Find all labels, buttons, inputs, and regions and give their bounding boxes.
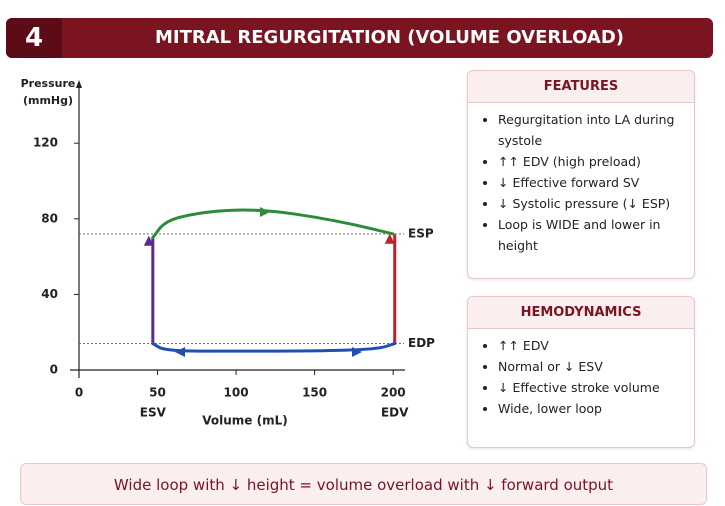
- hemodynamics-list: ↑↑ EDVNormal or ↓ ESV↓ Effective stroke …: [468, 335, 694, 419]
- section-number: 4: [6, 18, 62, 58]
- x-tick-label: 100: [224, 386, 249, 400]
- panel-title: FEATURES: [468, 71, 694, 103]
- direction-arrow: [143, 235, 154, 246]
- y-tick-label: 80: [41, 211, 58, 225]
- page-title: MITRAL REGURGITATION (VOLUME OVERLOAD): [154, 27, 625, 48]
- page: 4 MITRAL REGURGITATION (VOLUME OVERLOAD)…: [0, 0, 725, 495]
- y-tick-label: 120: [33, 136, 58, 150]
- list-item: Loop is WIDE and lower in height: [498, 214, 684, 256]
- direction-arrow: [260, 207, 270, 217]
- list-item: ↓ Effective forward SV: [498, 172, 684, 193]
- y-tick-label: 0: [50, 363, 58, 377]
- list-item: ↓ Systolic pressure (↓ ESP): [498, 193, 684, 214]
- y-axis-label: Pressure: [21, 77, 76, 90]
- annotation-label: EDP: [408, 336, 435, 350]
- list-item: Normal or ↓ ESV: [498, 356, 684, 377]
- list-item: Regurgitation into LA during systole: [498, 109, 684, 151]
- list-item: ↑↑ EDV: [498, 335, 684, 356]
- chart: Pressure (mmHg) Volume (mL) 0 40 80 120 0 50 1…: [21, 77, 436, 428]
- y-axis-label: (mmHg): [23, 94, 73, 107]
- axes: [70, 80, 405, 378]
- annotation-label: ESV: [140, 406, 167, 420]
- annotation-label: EDV: [381, 406, 409, 420]
- list-item: Wide, lower loop: [498, 398, 684, 419]
- direction-arrow: [175, 347, 185, 357]
- footer-banner: Wide loop with ↓ height = volume overloa…: [20, 463, 707, 505]
- direction-arrow: [352, 347, 362, 357]
- x-tick-label: 200: [381, 386, 406, 400]
- direction-arrow: [384, 233, 395, 244]
- hemodynamics-panel: HEMODYNAMICS ↑↑ EDVNormal or ↓ ESV↓ Effe…: [467, 296, 695, 448]
- axis-arrow: [76, 80, 82, 88]
- y-tick-label: 40: [41, 287, 58, 301]
- loop-segment: [151, 342, 397, 353]
- list-item: ↓ Effective stroke volume: [498, 377, 684, 398]
- annotation-label: ESP: [408, 226, 434, 240]
- x-tick-label: 50: [149, 386, 166, 400]
- x-axis-label: Volume (mL): [202, 414, 287, 428]
- x-tick-label: 150: [302, 386, 327, 400]
- loop-segment: [151, 208, 395, 240]
- features-panel: FEATURES Regurgitation into LA during sy…: [467, 70, 695, 279]
- x-tick-label: 0: [75, 386, 83, 400]
- header: 4 MITRAL REGURGITATION (VOLUME OVERLOAD): [6, 18, 713, 58]
- panel-title: HEMODYNAMICS: [468, 297, 694, 329]
- list-item: ↑↑ EDV (high preload): [498, 151, 684, 172]
- feature-list: Regurgitation into LA during systole↑↑ E…: [468, 109, 694, 256]
